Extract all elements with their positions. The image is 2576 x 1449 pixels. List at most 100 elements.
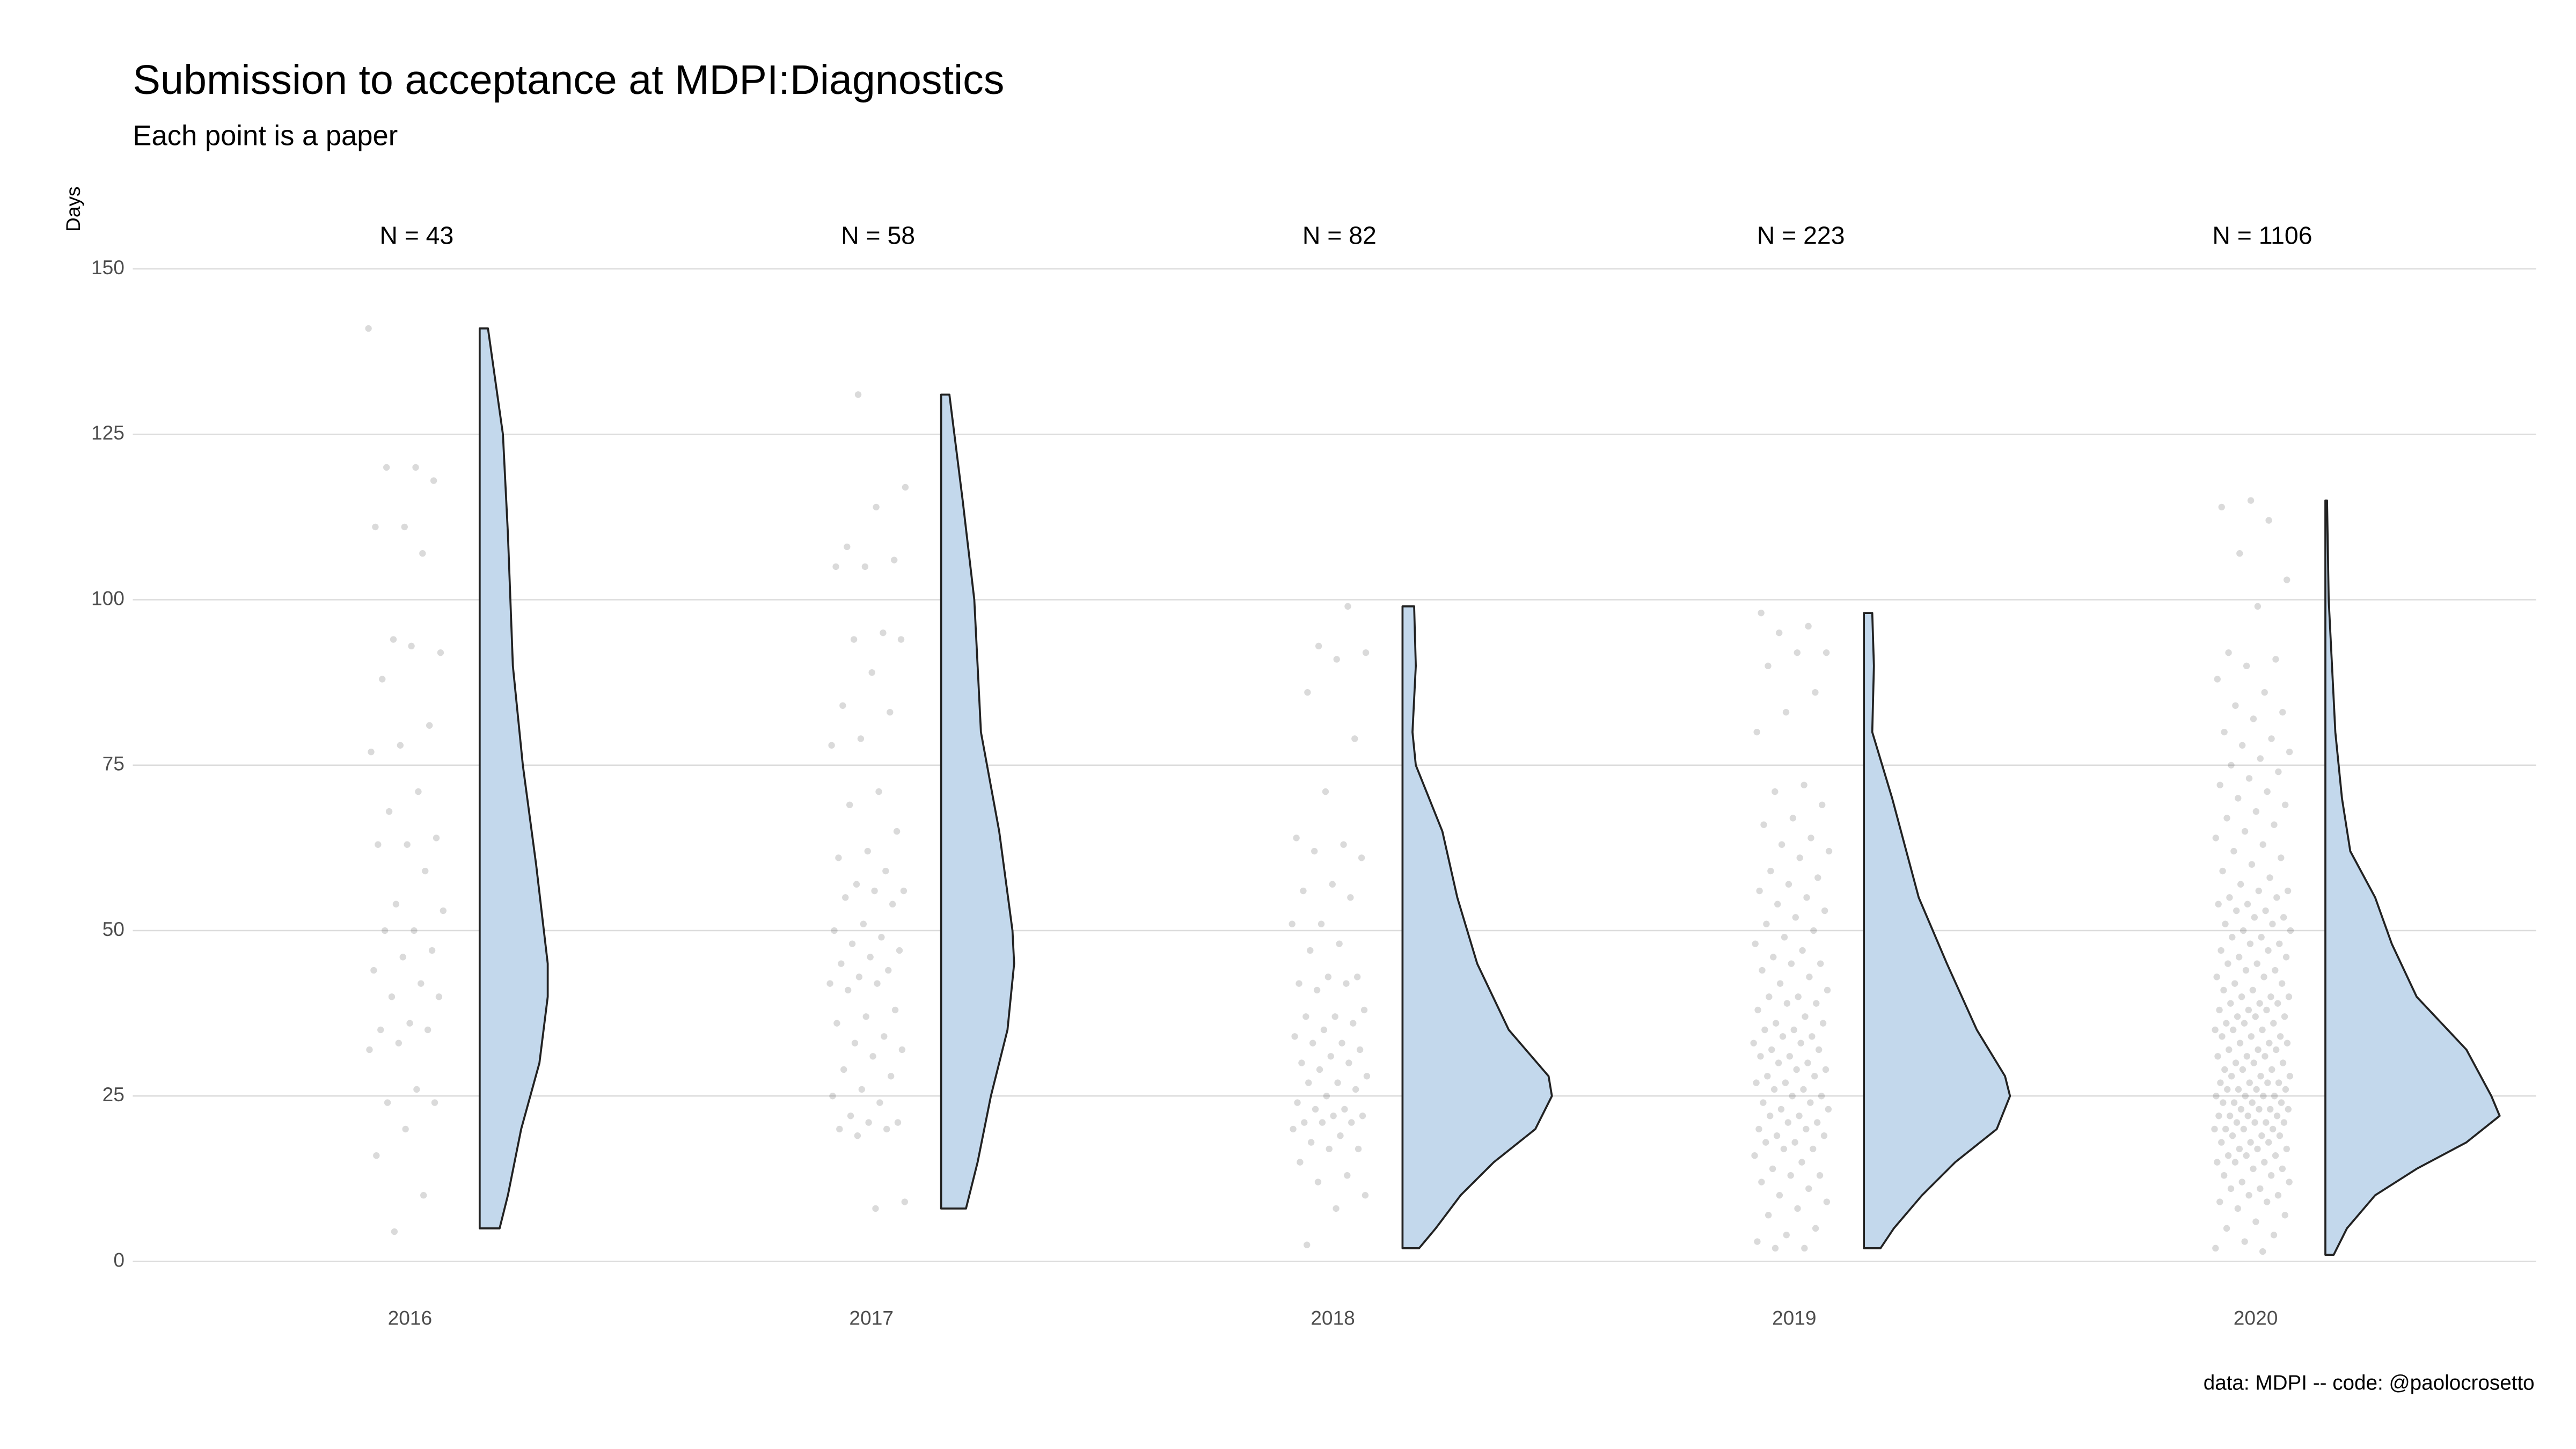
- data-point: [1803, 1125, 1810, 1133]
- data-point: [1753, 728, 1760, 736]
- data-point: [1774, 901, 1781, 908]
- data-point: [2274, 1192, 2282, 1199]
- data-point: [373, 1152, 380, 1159]
- data-point: [2273, 1046, 2280, 1053]
- data-point: [2255, 1046, 2262, 1053]
- data-point: [2264, 1079, 2271, 1086]
- data-point: [900, 887, 908, 895]
- data-point: [2214, 676, 2221, 683]
- data-point: [2245, 775, 2253, 782]
- data-point: [2284, 576, 2290, 583]
- x-tick-label: 2016: [388, 1307, 433, 1329]
- data-point: [402, 1125, 409, 1133]
- data-point: [2243, 1053, 2251, 1060]
- data-point: [1789, 815, 1797, 822]
- data-point: [366, 1046, 373, 1053]
- count-label: N = 43: [379, 222, 453, 250]
- data-point: [431, 1099, 438, 1106]
- data-point: [2257, 755, 2264, 762]
- data-point: [1767, 1113, 1774, 1119]
- data-point: [2224, 1086, 2231, 1093]
- data-point: [1338, 1040, 1345, 1046]
- data-point: [2230, 1099, 2238, 1106]
- data-point: [861, 563, 869, 570]
- count-label: N = 82: [1302, 222, 1377, 250]
- data-point: [2214, 1053, 2221, 1060]
- data-point: [894, 1119, 902, 1126]
- data-point: [1322, 788, 1329, 795]
- data-point: [1316, 1066, 1323, 1073]
- data-point: [1362, 1192, 1369, 1199]
- data-point: [840, 1066, 847, 1073]
- data-point: [1779, 1033, 1787, 1040]
- data-point: [887, 1073, 895, 1080]
- y-tick-label: 25: [103, 1083, 125, 1106]
- data-point: [1794, 649, 1801, 656]
- data-point: [1758, 1179, 1765, 1185]
- data-point: [377, 1026, 384, 1034]
- data-point: [1755, 1125, 1762, 1133]
- data-point: [1356, 1046, 1364, 1053]
- data-point: [1793, 1066, 1800, 1073]
- data-point: [829, 1093, 836, 1100]
- chart-subtitle: Each point is a paper: [133, 120, 398, 152]
- data-point: [2287, 927, 2294, 934]
- data-point: [2285, 993, 2293, 1000]
- data-point: [878, 934, 885, 941]
- data-point: [885, 967, 892, 974]
- caption: data: MDPI -- code: @paolocrosetto: [2204, 1372, 2535, 1395]
- data-point: [1763, 920, 1770, 927]
- data-point: [2212, 835, 2219, 841]
- data-point: [2244, 901, 2251, 908]
- data-point: [875, 788, 882, 795]
- data-point: [433, 835, 440, 841]
- data-point: [1791, 1139, 1798, 1146]
- data-point: [435, 993, 443, 1000]
- data-point: [1309, 1040, 1316, 1046]
- data-point: [2241, 1020, 2248, 1027]
- data-point: [1754, 1238, 1761, 1245]
- data-point: [2233, 1119, 2241, 1126]
- data-point: [1816, 1172, 1824, 1179]
- data-point: [1344, 1172, 1351, 1179]
- data-point: [2258, 934, 2265, 941]
- data-point: [2271, 1093, 2278, 1100]
- data-point: [1825, 1106, 1832, 1113]
- data-point: [1777, 1106, 1785, 1113]
- half-violin: [1863, 612, 2011, 1249]
- data-point: [2266, 1040, 2273, 1046]
- data-point: [2265, 947, 2272, 954]
- data-point: [1753, 1079, 1760, 1086]
- data-point: [2225, 649, 2232, 656]
- data-point: [2284, 887, 2292, 895]
- data-point: [2266, 874, 2273, 881]
- data-point: [1819, 1020, 1827, 1027]
- data-point: [1805, 1185, 1812, 1192]
- data-point: [2275, 768, 2282, 775]
- data-point: [1823, 1198, 1831, 1205]
- data-point: [1790, 1026, 1797, 1034]
- data-point: [437, 649, 444, 656]
- data-point: [2218, 1139, 2225, 1146]
- data-point: [854, 1132, 861, 1139]
- data-point: [2253, 1086, 2260, 1093]
- data-point: [1798, 1159, 1805, 1166]
- data-point: [1319, 1119, 1326, 1126]
- data-point: [2281, 1212, 2288, 1219]
- data-point: [2219, 867, 2226, 875]
- data-point: [2285, 1106, 2292, 1113]
- data-point: [1331, 1013, 1338, 1020]
- data-point: [2282, 954, 2290, 961]
- data-point: [392, 901, 400, 908]
- data-point: [430, 477, 437, 484]
- data-point: [1809, 1033, 1816, 1040]
- data-point: [898, 1046, 906, 1053]
- data-point: [2220, 986, 2227, 994]
- data-point: [2263, 1198, 2271, 1205]
- count-label: N = 1106: [2212, 222, 2312, 250]
- data-point: [2226, 1046, 2233, 1053]
- data-point: [1318, 920, 1325, 927]
- data-point: [2237, 1106, 2245, 1113]
- data-point: [867, 954, 874, 961]
- data-point: [401, 523, 408, 531]
